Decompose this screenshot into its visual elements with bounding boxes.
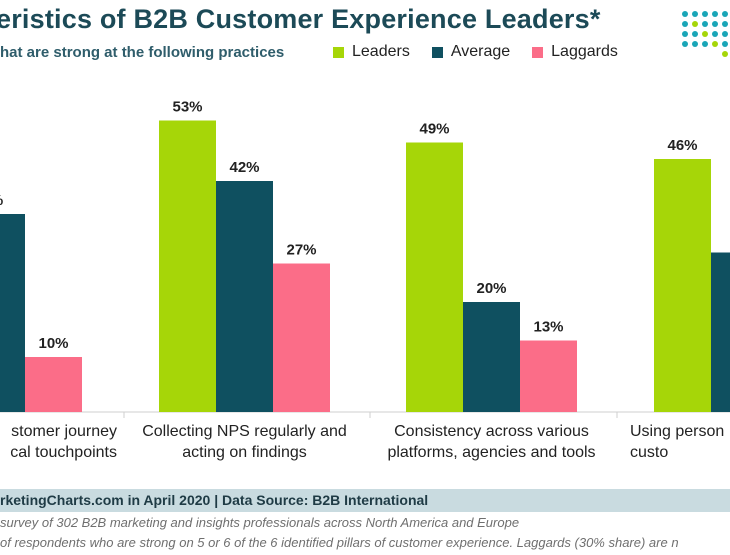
bar-laggards-0 <box>25 357 82 412</box>
category-label-2-line-0: Consistency across various <box>394 423 589 440</box>
bar-average-0 <box>0 214 25 412</box>
bar-chart: 53%49%46%%42%20%210%27%13%stomer journey… <box>0 99 730 461</box>
legend-item-leaders: Leaders <box>333 43 410 61</box>
legend-label-laggards: Laggards <box>551 43 618 60</box>
data-label-average-2: 20% <box>476 280 506 297</box>
footer-source: rketingCharts.com in April 2020 | Data S… <box>0 492 429 508</box>
legend-swatch-leaders <box>333 46 344 58</box>
bar-laggards-2 <box>520 340 577 412</box>
bar-leaders-3 <box>654 159 711 412</box>
bar-average-3 <box>711 252 730 412</box>
footer-note-definition: of respondents who are strong on 5 or 6 … <box>0 535 679 550</box>
category-label-3-line-0: Using person <box>630 423 724 440</box>
data-label-laggards-0: 10% <box>38 335 68 352</box>
legend-item-laggards: Laggards <box>532 43 618 61</box>
category-label-2-line-1: platforms, agencies and tools <box>387 444 595 461</box>
data-label-laggards-2: 13% <box>533 319 563 336</box>
category-label-3-line-1: custo <box>630 444 668 461</box>
footer-band <box>0 489 730 512</box>
bar-leaders-1 <box>159 120 216 412</box>
data-label-leaders-1: 53% <box>172 99 202 116</box>
data-label-average-0: % <box>0 192 3 209</box>
bar-laggards-1 <box>273 263 330 412</box>
category-label-1-line-1: acting on findings <box>182 444 307 461</box>
legend-item-average: Average <box>431 43 511 61</box>
legend-label-leaders: Leaders <box>352 43 410 60</box>
category-label-0-line-0: stomer journey <box>11 423 117 440</box>
legend-label-average: Average <box>450 43 511 60</box>
data-label-leaders-3: 46% <box>667 137 697 154</box>
category-label-1-line-0: Collecting NPS regularly and <box>142 423 347 440</box>
bar-average-2 <box>463 302 520 412</box>
data-label-laggards-1: 27% <box>286 242 316 259</box>
footer-note-methodology: survey of 302 B2B marketing and insights… <box>0 515 520 530</box>
chart-title: eristics of B2B Customer Experience Lead… <box>0 4 601 34</box>
marketingcharts-logo-icon <box>682 11 728 57</box>
category-label-0-line-1: cal touchpoints <box>10 444 117 461</box>
bar-average-1 <box>216 181 273 412</box>
chart-subtitle: hat are strong at the following practice… <box>0 44 285 61</box>
bar-leaders-2 <box>406 142 463 412</box>
legend-swatch-laggards <box>532 46 544 58</box>
legend: Leaders Average Laggards <box>333 43 640 61</box>
legend-swatch-average <box>431 46 443 58</box>
data-label-average-1: 42% <box>229 159 259 176</box>
data-label-leaders-2: 49% <box>419 121 449 138</box>
